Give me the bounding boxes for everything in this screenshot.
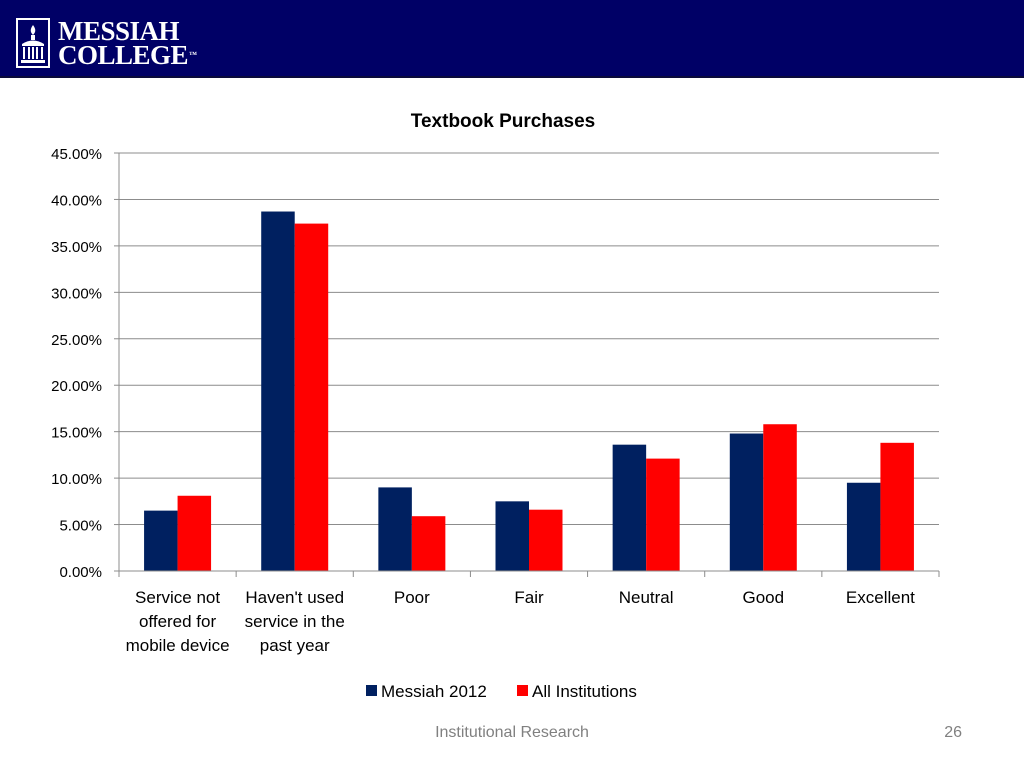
header-bar: MESSIAH COLLEGE™ [0, 0, 1024, 78]
y-tick-label: 15.00% [51, 425, 102, 442]
bar [880, 442, 914, 571]
y-tick-label: 20.00% [51, 378, 102, 395]
x-tick-label: Haven't used service in the past year [245, 588, 345, 655]
y-tick-label: 45.00% [51, 146, 102, 163]
y-tick-label: 5.00% [59, 518, 102, 535]
bar [646, 458, 680, 571]
page-number: 26 [944, 724, 962, 741]
college-seal-icon [16, 18, 50, 68]
bar-series [144, 211, 914, 571]
y-tick-label: 0.00% [59, 564, 102, 581]
x-tick-label-line: Service not [135, 588, 220, 607]
x-tick-label-line: mobile device [126, 636, 230, 655]
y-tick-label: 35.00% [51, 239, 102, 256]
bar [729, 433, 764, 571]
x-tick-label-line: past year [260, 636, 330, 655]
legend-swatch [517, 685, 528, 696]
x-tick-label: Poor [394, 588, 430, 607]
x-tick-label-line: service in the [245, 612, 345, 631]
x-tick-label: Good [742, 588, 784, 607]
bar [411, 516, 446, 571]
legend-swatch [366, 685, 377, 696]
bar [846, 482, 881, 571]
logo-line-2: COLLEGE™ [58, 40, 197, 70]
bar [294, 223, 329, 571]
logo-line-2-text: COLLEGE [58, 40, 189, 70]
x-tick-label: Fair [514, 588, 544, 607]
x-tick-label: Neutral [619, 588, 674, 607]
bar [177, 495, 212, 571]
chart-labels: Textbook Purchases 0.00% 5.00% 10.00% 15.00%… [51, 111, 915, 701]
bar [495, 501, 529, 571]
bar [261, 211, 295, 571]
x-tick-label-line: Neutral [619, 588, 674, 607]
y-tick-label: 25.00% [51, 332, 102, 349]
bar [144, 510, 178, 571]
bar [378, 487, 412, 571]
bar [529, 509, 563, 571]
y-tick-label: 10.00% [51, 471, 102, 488]
x-tick-label-line: offered for [139, 612, 217, 631]
x-tick-label-line: Haven't used [245, 588, 344, 607]
axes [114, 152, 940, 577]
bar [763, 424, 797, 571]
footer-text: Institutional Research [435, 724, 589, 741]
messiah-college-logo: MESSIAH COLLEGE™ [16, 16, 197, 70]
x-tick-label-line: Fair [514, 588, 544, 607]
logo-wordmark: MESSIAH COLLEGE™ [58, 16, 197, 70]
chart-title: Textbook Purchases [411, 111, 595, 132]
bar [612, 444, 647, 571]
grid-lines [119, 152, 939, 526]
logo-line-1: MESSIAH [58, 16, 180, 46]
x-tick-label: Service not offered for mobile device [126, 588, 230, 655]
x-tick-label-line: Excellent [846, 588, 915, 607]
x-tick-label: Excellent [846, 588, 915, 607]
y-tick-label: 40.00% [51, 192, 102, 209]
legend-label: Messiah 2012 [381, 682, 487, 701]
logo-trademark: ™ [189, 50, 197, 59]
x-tick-label-line: Good [742, 588, 784, 607]
y-tick-label: 30.00% [51, 285, 102, 302]
legend-label: All Institutions [532, 682, 637, 701]
x-tick-label-line: Poor [394, 588, 430, 607]
